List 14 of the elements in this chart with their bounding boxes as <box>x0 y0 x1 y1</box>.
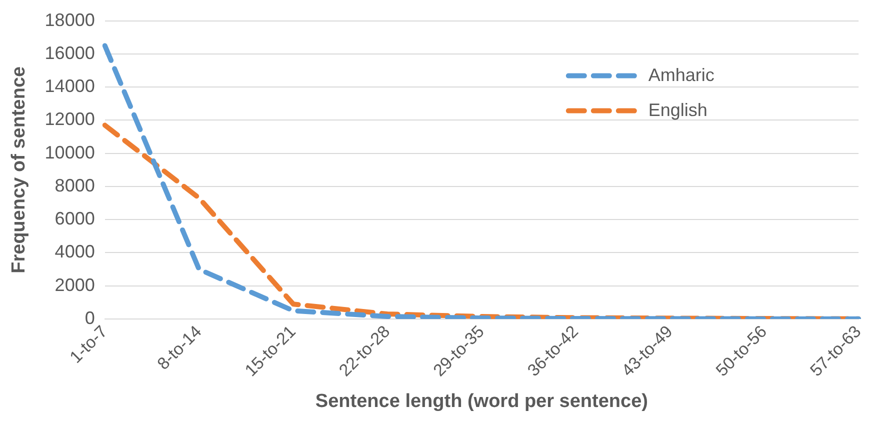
y-tick-label: 14000 <box>44 76 95 96</box>
legend-label: Amharic <box>648 64 714 85</box>
y-tick-label: 0 <box>84 308 95 328</box>
y-tick-label: 2000 <box>54 274 95 295</box>
y-tick-label: 8000 <box>54 175 95 196</box>
y-tick-label: 6000 <box>54 208 95 229</box>
y-axis-title: Frequency of sentence <box>8 66 30 274</box>
y-tick-label: 16000 <box>44 42 95 63</box>
x-axis-title: Sentence length (word per sentence) <box>315 390 648 412</box>
y-tick-label: 18000 <box>44 10 95 30</box>
y-tick-label: 4000 <box>54 242 95 262</box>
y-tick-label: 10000 <box>44 142 95 162</box>
legend-label: English <box>648 100 708 120</box>
y-tick-label: 12000 <box>44 109 95 130</box>
